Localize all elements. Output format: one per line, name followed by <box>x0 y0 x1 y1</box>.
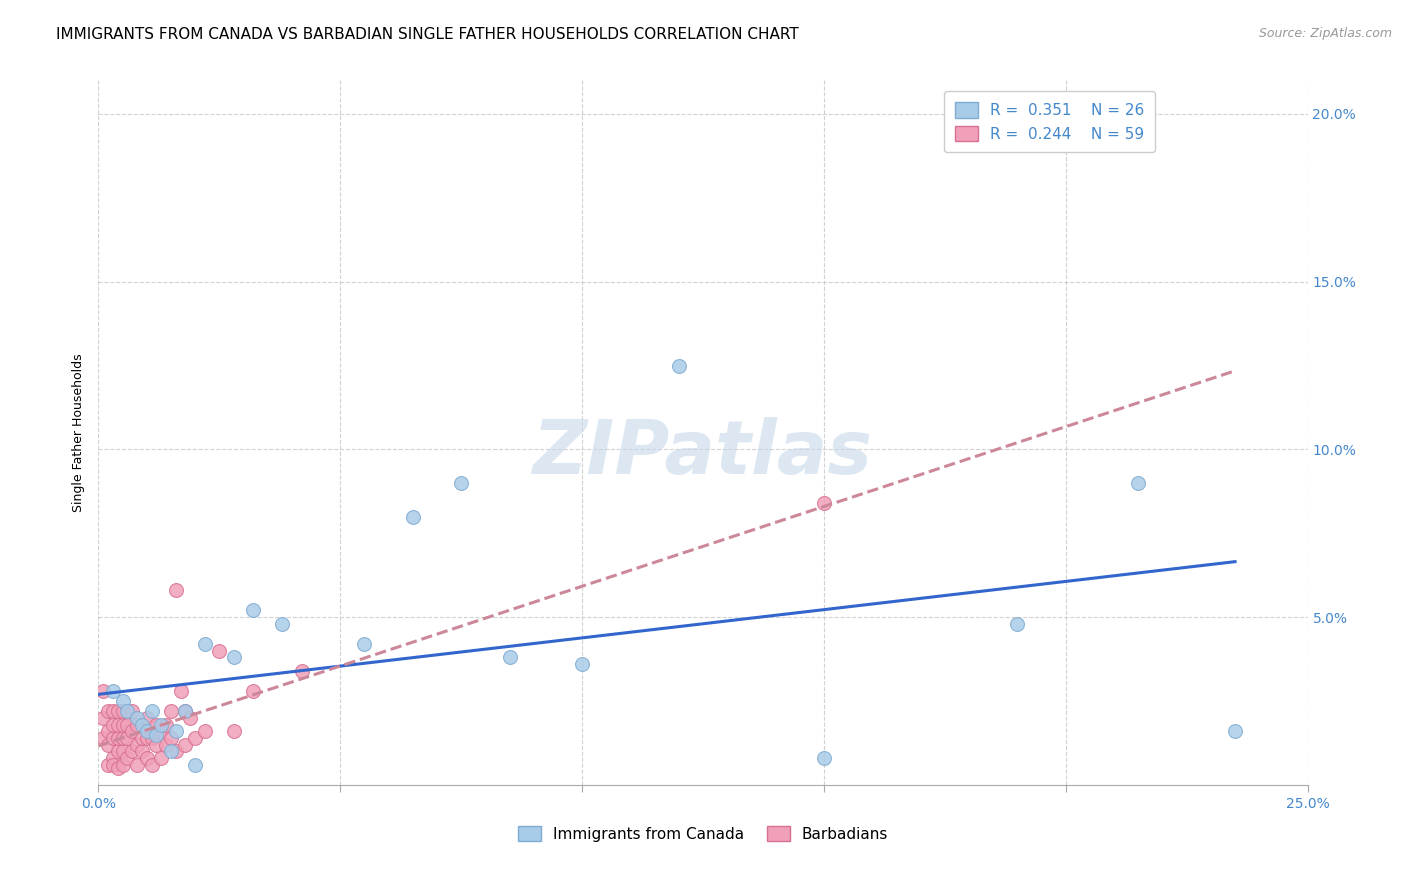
Point <box>184 757 207 772</box>
Point <box>101 704 124 718</box>
Point <box>111 757 134 772</box>
Point <box>174 704 197 718</box>
Point <box>111 717 134 731</box>
Point <box>121 724 143 739</box>
Point <box>271 616 294 631</box>
Text: ZIPatlas: ZIPatlas <box>533 417 873 491</box>
Point <box>208 644 231 658</box>
Point <box>160 731 183 745</box>
Point <box>117 717 139 731</box>
Point <box>91 711 114 725</box>
Point <box>290 664 312 678</box>
Point <box>813 496 835 510</box>
Point <box>145 738 167 752</box>
Point <box>668 359 690 373</box>
Point <box>101 717 124 731</box>
Point <box>402 509 425 524</box>
Point <box>97 757 120 772</box>
Point <box>127 717 149 731</box>
Point <box>101 751 124 765</box>
Point <box>107 704 129 718</box>
Point <box>184 731 207 745</box>
Point <box>97 724 120 739</box>
Point <box>97 704 120 718</box>
Point <box>131 731 153 745</box>
Point <box>1007 616 1029 631</box>
Point <box>174 738 197 752</box>
Point <box>101 684 124 698</box>
Text: IMMIGRANTS FROM CANADA VS BARBADIAN SINGLE FATHER HOUSEHOLDS CORRELATION CHART: IMMIGRANTS FROM CANADA VS BARBADIAN SING… <box>56 27 799 42</box>
Point <box>111 704 134 718</box>
Point <box>165 583 187 598</box>
Point <box>498 650 520 665</box>
Point <box>135 731 157 745</box>
Point <box>150 717 173 731</box>
Point <box>194 637 217 651</box>
Legend: Immigrants from Canada, Barbadians: Immigrants from Canada, Barbadians <box>512 820 894 847</box>
Point <box>135 724 157 739</box>
Point <box>160 704 183 718</box>
Point <box>127 711 149 725</box>
Y-axis label: Single Father Households: Single Father Households <box>72 353 86 512</box>
Point <box>121 704 143 718</box>
Point <box>1223 724 1246 739</box>
Point <box>135 751 157 765</box>
Point <box>127 757 149 772</box>
Point <box>101 731 124 745</box>
Point <box>107 731 129 745</box>
Point <box>242 684 264 698</box>
Point <box>127 738 149 752</box>
Point <box>107 744 129 758</box>
Point <box>107 717 129 731</box>
Point <box>91 731 114 745</box>
Point <box>117 704 139 718</box>
Point <box>155 738 177 752</box>
Point <box>222 650 245 665</box>
Point <box>91 684 114 698</box>
Text: Source: ZipAtlas.com: Source: ZipAtlas.com <box>1258 27 1392 40</box>
Point <box>121 744 143 758</box>
Point <box>141 731 163 745</box>
Point <box>160 744 183 758</box>
Point <box>131 744 153 758</box>
Point <box>155 717 177 731</box>
Point <box>111 731 134 745</box>
Point <box>101 757 124 772</box>
Point <box>169 684 191 698</box>
Point <box>117 731 139 745</box>
Point <box>813 751 835 765</box>
Point <box>117 751 139 765</box>
Point <box>97 738 120 752</box>
Point <box>242 603 264 617</box>
Point <box>145 717 167 731</box>
Point <box>150 724 173 739</box>
Point <box>107 761 129 775</box>
Point <box>1128 475 1150 490</box>
Point <box>179 711 201 725</box>
Point <box>222 724 245 739</box>
Point <box>165 724 187 739</box>
Point <box>165 744 187 758</box>
Point <box>145 728 167 742</box>
Point <box>141 757 163 772</box>
Point <box>131 717 153 731</box>
Point <box>450 475 472 490</box>
Point <box>353 637 375 651</box>
Point <box>150 751 173 765</box>
Point <box>111 744 134 758</box>
Point <box>135 711 157 725</box>
Point <box>141 704 163 718</box>
Point <box>194 724 217 739</box>
Point <box>571 657 593 672</box>
Point <box>111 694 134 708</box>
Point <box>174 704 197 718</box>
